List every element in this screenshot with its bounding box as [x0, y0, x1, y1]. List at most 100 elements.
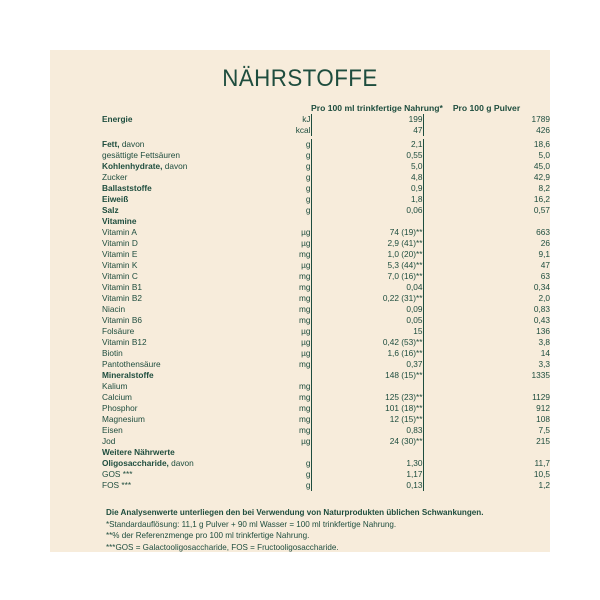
nutrition-panel: NÄHRSTOFFE Pro 100 ml trinkfertige Nahru…: [50, 50, 550, 552]
row-label: Vitamin A: [102, 227, 137, 237]
table-row: Vitamin B1 mg 0,04 0,34: [102, 282, 550, 293]
row-label: Ballaststoffe: [102, 183, 152, 193]
table-row: FOS *** g 0,13 1,2: [102, 480, 550, 491]
row-value-per-100ml: 5,3 (44)**: [310, 260, 423, 271]
table-row: Eiweiß g 1,8 16,2: [102, 194, 550, 205]
row-label: Vitamin C: [102, 271, 138, 281]
table-row: Calcium mg 125 (23)** 1129: [102, 392, 550, 403]
row-value-per-100g: 1,2: [422, 480, 550, 491]
table-row: Vitamin E mg 1,0 (20)** 9,1: [102, 249, 550, 260]
row-value-per-100g: [422, 447, 550, 458]
row-value-per-100g: [422, 216, 550, 227]
table-header: Pro 100 ml trinkfertige Nahrung* Pro 100…: [102, 103, 550, 114]
row-label: Biotin: [102, 348, 123, 358]
row-value-per-100ml: 24 (30)**: [310, 436, 423, 447]
row-value-per-100g: 0,34: [422, 282, 550, 293]
row-value-per-100g: 16,2: [422, 194, 550, 205]
header-blank: [102, 103, 257, 114]
table-row: Fett, davon g 2,1 18,6: [102, 139, 550, 150]
row-value-per-100ml: 0,04: [310, 282, 423, 293]
row-label: Salz: [102, 205, 119, 215]
row-unit: g: [305, 194, 311, 204]
row-value-per-100g: 136: [422, 326, 550, 337]
row-unit: mg: [298, 403, 311, 413]
row-unit: mg: [298, 293, 311, 303]
row-unit: mg: [298, 271, 311, 281]
table-row: Magnesium mg 12 (15)** 108: [102, 414, 550, 425]
footnotes: Die Analysenwerte unterliegen den bei Ve…: [106, 507, 550, 553]
row-value-per-100g: 8,2: [422, 183, 550, 194]
table-row: Oligosaccharide, davon g 1,30 11,7: [102, 458, 550, 469]
row-value-per-100g: 912: [422, 403, 550, 414]
row-label: Calcium: [102, 392, 132, 402]
row-label: Zucker: [102, 172, 128, 182]
row-label: [102, 125, 257, 136]
row-value-per-100ml: 125 (23)**: [310, 392, 423, 403]
row-label-suffix: davon: [162, 161, 188, 171]
row-label: Vitamin B2: [102, 293, 142, 303]
table-row: Zucker g 4,8 42,9: [102, 172, 550, 183]
table-body: Energie kJ 199 1789 kcal 47 426 Fett, davon g 2,1…: [102, 114, 550, 491]
row-unit: µg: [301, 260, 311, 270]
footnote-line: **% der Referenzmenge pro 100 ml trinkfe…: [106, 531, 310, 540]
row-value-per-100ml: [310, 381, 423, 392]
row-unit: mg: [298, 381, 311, 391]
row-unit: mg: [298, 282, 311, 292]
footnote-line: ***GOS = Galactooligosaccharide, FOS = F…: [106, 542, 339, 552]
row-value-per-100g: 215: [422, 436, 550, 447]
row-unit: g: [305, 458, 311, 468]
row-value-per-100g: 426: [422, 125, 550, 136]
nutrition-table: Pro 100 ml trinkfertige Nahrung* Pro 100…: [102, 103, 550, 491]
row-value-per-100g: 14: [422, 348, 550, 359]
row-label: Weitere Nährwerte: [102, 447, 175, 457]
row-value-per-100ml: 74 (19)**: [310, 227, 423, 238]
table-row: Energie kJ 199 1789: [102, 114, 550, 125]
row-unit: mg: [298, 414, 311, 424]
table-group-row: Weitere Nährwerte: [102, 447, 550, 458]
table-row: Kohlenhydrate, davon g 5,0 45,0: [102, 161, 550, 172]
row-unit: g: [305, 469, 311, 479]
row-value-per-100ml: 2,9 (41)**: [310, 238, 423, 249]
row-unit: µg: [301, 326, 311, 336]
table-row: gesättigte Fettsäuren g 0,55 5,0: [102, 150, 550, 161]
row-value-per-100ml: 0,37: [310, 359, 423, 370]
row-value-per-100ml: 1,6 (16)**: [310, 348, 423, 359]
row-value-per-100g: 3,3: [422, 359, 550, 370]
table-row: Vitamin C mg 7,0 (16)** 63: [102, 271, 550, 282]
row-label: Fett, davon: [102, 139, 145, 149]
row-unit: [257, 447, 311, 458]
row-unit: g: [305, 183, 311, 193]
row-label: Kohlenhydrate, davon: [102, 161, 188, 171]
row-label: gesättigte Fettsäuren: [102, 150, 180, 160]
row-label: Jod: [102, 436, 116, 446]
table-row: Ballaststoffe g 0,9 8,2: [102, 183, 550, 194]
row-value-per-100ml: 5,0: [310, 161, 423, 172]
row-label-suffix: davon: [168, 458, 194, 468]
row-label: Kalium: [102, 381, 128, 391]
row-value-per-100g: 663: [422, 227, 550, 238]
row-label: Niacin: [102, 304, 126, 314]
row-unit: mg: [298, 425, 311, 435]
row-value-per-100ml: 1,17: [310, 469, 423, 480]
row-label: Vitamin K: [102, 260, 138, 270]
row-value-per-100g: 7,5: [422, 425, 550, 436]
row-label: Vitamin E: [102, 249, 138, 259]
row-value-per-100g: 1335: [422, 370, 550, 381]
table-row: Biotin µg 1,6 (16)** 14: [102, 348, 550, 359]
row-value-per-100ml: 199: [310, 114, 423, 125]
table-row: Eisen mg 0,83 7,5: [102, 425, 550, 436]
row-unit: g: [305, 172, 311, 182]
row-label: Vitamin B6: [102, 315, 142, 325]
row-unit: g: [305, 480, 311, 490]
row-unit: g: [305, 139, 311, 149]
row-value-per-100g: 5,0: [422, 150, 550, 161]
row-value-per-100ml: 47: [310, 125, 423, 136]
row-value-per-100ml: 0,22 (31)**: [310, 293, 423, 304]
row-label: GOS ***: [102, 469, 133, 479]
row-label: Energie: [102, 114, 133, 124]
row-value-per-100g: 47: [422, 260, 550, 271]
table-group-row: Vitamine: [102, 216, 550, 227]
row-label: Vitamin B12: [102, 337, 147, 347]
row-value-per-100g: 10,5: [422, 469, 550, 480]
row-label: Eisen: [102, 425, 123, 435]
